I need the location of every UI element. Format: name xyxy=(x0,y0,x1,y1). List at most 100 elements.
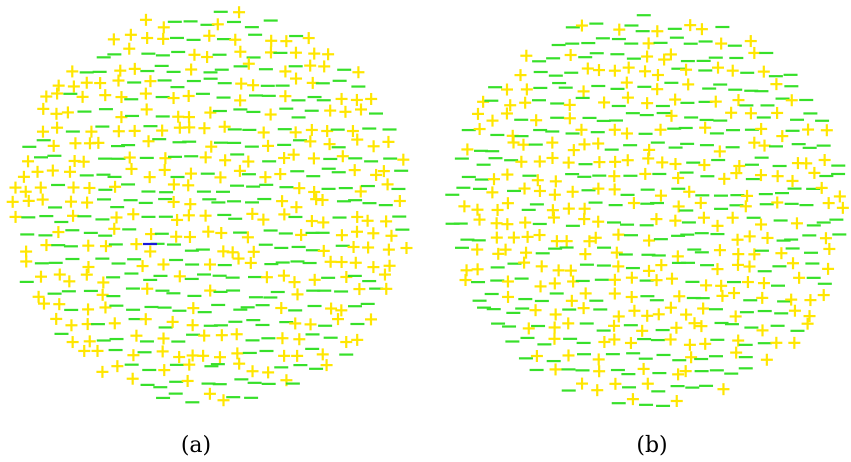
plus-charge-icon xyxy=(203,387,216,400)
plus-charge-icon xyxy=(578,202,591,215)
plus-charge-icon xyxy=(680,63,693,76)
plus-charge-icon xyxy=(257,213,270,226)
plus-charge-icon xyxy=(577,85,590,98)
plus-charge-icon xyxy=(637,362,650,375)
plus-charge-icon xyxy=(790,217,803,230)
plus-charge-icon xyxy=(83,335,96,348)
plus-charge-icon xyxy=(157,21,170,34)
plus-charge-icon xyxy=(141,282,154,295)
plus-charge-icon xyxy=(324,104,337,117)
plus-charge-icon xyxy=(99,89,112,102)
plus-charge-icon xyxy=(94,77,107,90)
plus-charge-icon xyxy=(339,105,352,118)
plus-charge-icon xyxy=(732,94,745,107)
plus-charge-icon xyxy=(112,125,125,138)
plus-charge-icon xyxy=(579,287,592,300)
plus-charge-icon xyxy=(776,130,789,143)
plus-charge-icon xyxy=(246,365,259,378)
plus-charge-icon xyxy=(182,89,195,102)
plus-charge-icon xyxy=(833,190,846,203)
plus-charge-icon xyxy=(730,346,743,359)
plus-charge-icon xyxy=(354,103,367,116)
plus-charge-icon xyxy=(37,297,50,310)
plus-charge-icon xyxy=(636,324,649,337)
plus-charge-icon xyxy=(166,315,179,328)
plus-charge-icon xyxy=(167,92,180,105)
plus-charge-icon xyxy=(63,165,76,178)
plus-charge-icon xyxy=(351,210,364,223)
plus-charge-icon xyxy=(563,98,576,111)
plus-charge-icon xyxy=(50,312,63,325)
plus-charge-icon xyxy=(199,151,212,164)
plus-charge-icon xyxy=(732,248,745,261)
plus-charge-icon xyxy=(123,42,136,55)
plus-charge-icon xyxy=(823,242,836,255)
plus-charge-icon xyxy=(288,276,301,289)
plus-charge-icon xyxy=(173,270,186,283)
plus-charge-icon xyxy=(91,344,104,357)
plus-charge-icon xyxy=(815,181,828,194)
plus-charge-icon xyxy=(583,235,596,248)
plus-charge-icon xyxy=(642,264,655,277)
plus-charge-icon xyxy=(566,185,579,198)
plus-charge-icon xyxy=(335,255,348,268)
plus-charge-icon xyxy=(9,181,22,194)
plus-charge-icon xyxy=(139,87,152,100)
plus-charge-icon xyxy=(530,350,543,363)
plus-charge-icon xyxy=(531,174,544,187)
plus-charge-icon xyxy=(639,167,652,180)
plus-charge-icon xyxy=(322,48,335,61)
plus-charge-icon xyxy=(198,329,211,342)
plus-charge-icon xyxy=(186,349,199,362)
plus-charge-icon xyxy=(112,74,125,87)
plus-charge-icon xyxy=(141,32,154,45)
plus-charge-icon xyxy=(156,124,169,137)
plus-charge-icon xyxy=(348,164,361,177)
plus-charge-icon xyxy=(592,353,605,366)
plus-charge-icon xyxy=(66,336,79,349)
plus-charge-icon xyxy=(77,155,90,168)
plus-charge-icon xyxy=(365,92,378,105)
plus-charge-icon xyxy=(713,244,726,257)
plus-charge-icon xyxy=(578,138,591,151)
plus-charge-icon xyxy=(655,259,668,272)
plus-charge-icon xyxy=(144,75,157,88)
plus-charge-icon xyxy=(699,337,712,350)
plus-charge-icon xyxy=(567,144,580,157)
plus-charge-icon xyxy=(733,159,746,172)
plus-charge-icon xyxy=(608,123,621,136)
plus-charge-icon xyxy=(130,238,143,251)
plus-charge-icon xyxy=(771,106,784,119)
plus-charge-icon xyxy=(564,264,577,277)
plus-charge-icon xyxy=(400,242,413,255)
plus-charge-icon xyxy=(757,65,770,78)
plus-charge-icon xyxy=(96,365,109,378)
plus-charge-icon xyxy=(620,76,633,89)
plus-charge-icon xyxy=(51,87,64,100)
plus-charge-icon xyxy=(233,164,246,177)
plus-charge-icon xyxy=(501,275,514,288)
plus-charge-icon xyxy=(501,218,514,231)
plus-charge-icon xyxy=(748,248,761,261)
plus-charge-icon xyxy=(641,50,654,63)
plus-charge-icon xyxy=(335,92,348,105)
plus-charge-icon xyxy=(274,168,287,181)
plus-charge-icon xyxy=(521,230,534,243)
plus-charge-icon xyxy=(217,394,230,407)
plus-charge-icon xyxy=(336,150,349,163)
plus-charge-icon xyxy=(775,247,788,260)
plus-charge-icon xyxy=(608,170,621,183)
plus-charge-icon xyxy=(302,32,315,45)
plus-charge-icon xyxy=(241,231,254,244)
plus-charge-icon xyxy=(246,207,259,220)
plus-charge-icon xyxy=(490,217,503,230)
plus-charge-icon xyxy=(124,28,137,41)
plus-charge-icon xyxy=(804,294,817,307)
plus-charge-icon xyxy=(9,210,22,223)
plus-charge-icon xyxy=(397,153,410,166)
plus-charge-icon xyxy=(718,172,731,185)
plus-charge-icon xyxy=(69,137,82,150)
plus-charge-icon xyxy=(234,94,247,107)
plus-charge-icon xyxy=(52,226,65,239)
plus-charge-icon xyxy=(642,152,655,165)
